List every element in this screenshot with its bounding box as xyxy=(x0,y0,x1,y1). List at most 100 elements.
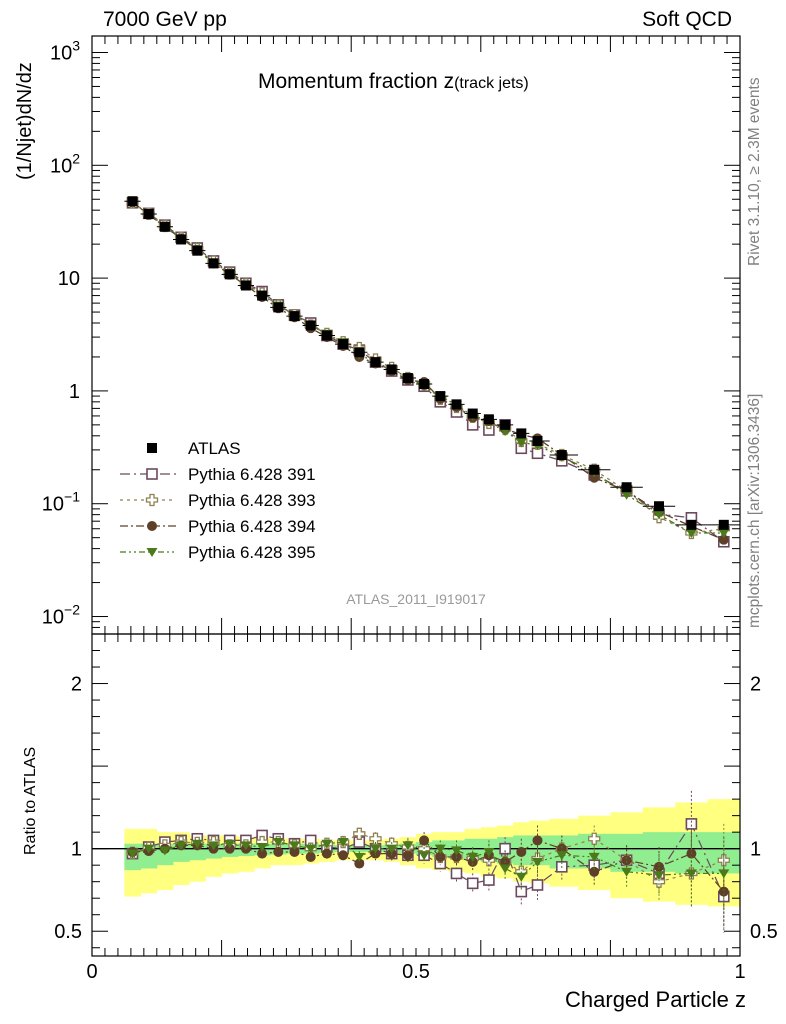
ratio-point xyxy=(621,855,632,866)
data-point xyxy=(516,428,527,439)
ratio-point xyxy=(467,852,479,862)
ratio-point xyxy=(483,874,495,886)
ratio-point xyxy=(370,844,381,854)
ratio-point xyxy=(653,871,665,881)
data-point xyxy=(718,529,730,539)
ratio-point xyxy=(515,885,528,898)
data-point xyxy=(621,490,633,500)
x-tick-label: 0 xyxy=(86,961,97,983)
ratio-point xyxy=(273,846,284,857)
legend-label: Pythia 6.428 394 xyxy=(188,517,316,536)
y-tick-label: 10−2 xyxy=(42,602,80,629)
data-point xyxy=(208,258,219,269)
data-point xyxy=(589,472,600,483)
ratio-point xyxy=(418,851,430,861)
ratio-point xyxy=(402,850,413,861)
data-point xyxy=(192,245,203,256)
data-point xyxy=(419,379,430,390)
ratio-point xyxy=(419,835,430,846)
ratio-point xyxy=(483,847,495,857)
legend-marker xyxy=(146,548,158,557)
ratio-point xyxy=(338,850,349,861)
y-axis-label: (1/Njet)dN/dz xyxy=(14,62,36,180)
data-point xyxy=(338,339,349,350)
data-point xyxy=(500,419,511,430)
ratio-point xyxy=(240,841,252,851)
ratio-point xyxy=(652,875,666,888)
ratio-point xyxy=(685,869,697,879)
ratio-point xyxy=(353,827,366,840)
data-point xyxy=(289,311,300,322)
ratio-tick-label: 0.5 xyxy=(54,921,82,943)
data-point xyxy=(257,290,268,301)
data-point xyxy=(653,510,665,520)
ratio-point xyxy=(621,867,633,877)
ratio-point xyxy=(718,869,730,879)
ratio-point xyxy=(532,835,543,846)
ratio-frame xyxy=(91,633,741,957)
ratio-point xyxy=(354,858,365,869)
watermark: ATLAS_2011_I919017 xyxy=(346,591,486,607)
ratio-point xyxy=(272,838,284,848)
ratio-point xyxy=(588,832,601,845)
ratio-tick-label-right: 1 xyxy=(750,839,761,861)
legend-label: Pythia 6.428 395 xyxy=(188,543,316,562)
ratio-point xyxy=(289,841,300,851)
data-point xyxy=(127,196,138,207)
data-point xyxy=(654,501,664,512)
data-point xyxy=(621,482,632,493)
data-point xyxy=(515,438,527,448)
series-0 xyxy=(124,196,740,530)
ratio-axis-label: Ratio to ATLAS xyxy=(22,746,39,855)
ratio-point xyxy=(337,838,349,848)
mcplots-label: mcplots.cern.ch [arXiv:1306.3436] xyxy=(746,393,763,628)
x-tick-label: 0.5 xyxy=(402,961,430,983)
data-point xyxy=(370,357,381,368)
header-right: Soft QCD xyxy=(642,8,732,31)
ratio-tick-label-right: 0.5 xyxy=(750,921,778,943)
ratio-point xyxy=(499,864,511,874)
ratio-point xyxy=(208,841,219,851)
x-tick-label: 1 xyxy=(734,961,745,983)
ratio-point xyxy=(369,832,382,845)
ratio-point xyxy=(434,844,446,854)
legend-label: Pythia 6.428 391 xyxy=(188,465,316,484)
x-axis-label: Charged Particle z xyxy=(565,987,746,1012)
data-point xyxy=(467,408,478,419)
data-point xyxy=(451,399,462,410)
series-line xyxy=(132,201,725,541)
ratio-tick-label-right: 2 xyxy=(750,674,761,696)
ratio-point xyxy=(685,818,698,830)
ratio-tick-label: 1 xyxy=(71,839,82,861)
chart-title: Momentum fraction z(track jets) xyxy=(258,70,529,93)
ratio-point xyxy=(589,866,600,877)
ratio-point xyxy=(256,843,268,853)
ratio-point xyxy=(588,852,600,862)
y-tick-label: 1 xyxy=(69,381,80,403)
ratio-point xyxy=(531,879,544,891)
rivet-label: Rivet 3.1.10, ≥ 2.3M events xyxy=(746,77,763,266)
legend-marker xyxy=(147,521,157,531)
y-tick-label: 10−1 xyxy=(42,489,80,516)
data-point xyxy=(224,269,235,280)
ratio-point xyxy=(718,886,729,897)
ratio-point xyxy=(556,843,567,854)
ratio-point xyxy=(516,846,527,857)
legend-label: Pythia 6.428 393 xyxy=(188,491,316,510)
ratio-point xyxy=(451,846,462,856)
ratio-tick-label: 2 xyxy=(71,674,82,696)
y-tick-label: 10 xyxy=(58,268,80,290)
data-point xyxy=(354,347,365,358)
ratio-point xyxy=(224,839,236,849)
legend-marker xyxy=(146,468,158,480)
data-point xyxy=(305,320,316,331)
ratio-point xyxy=(289,846,300,857)
ratio-point xyxy=(257,848,268,859)
ratio-point xyxy=(127,849,138,859)
data-point xyxy=(176,234,187,245)
data-point xyxy=(685,529,697,539)
ratio-point xyxy=(556,851,568,861)
